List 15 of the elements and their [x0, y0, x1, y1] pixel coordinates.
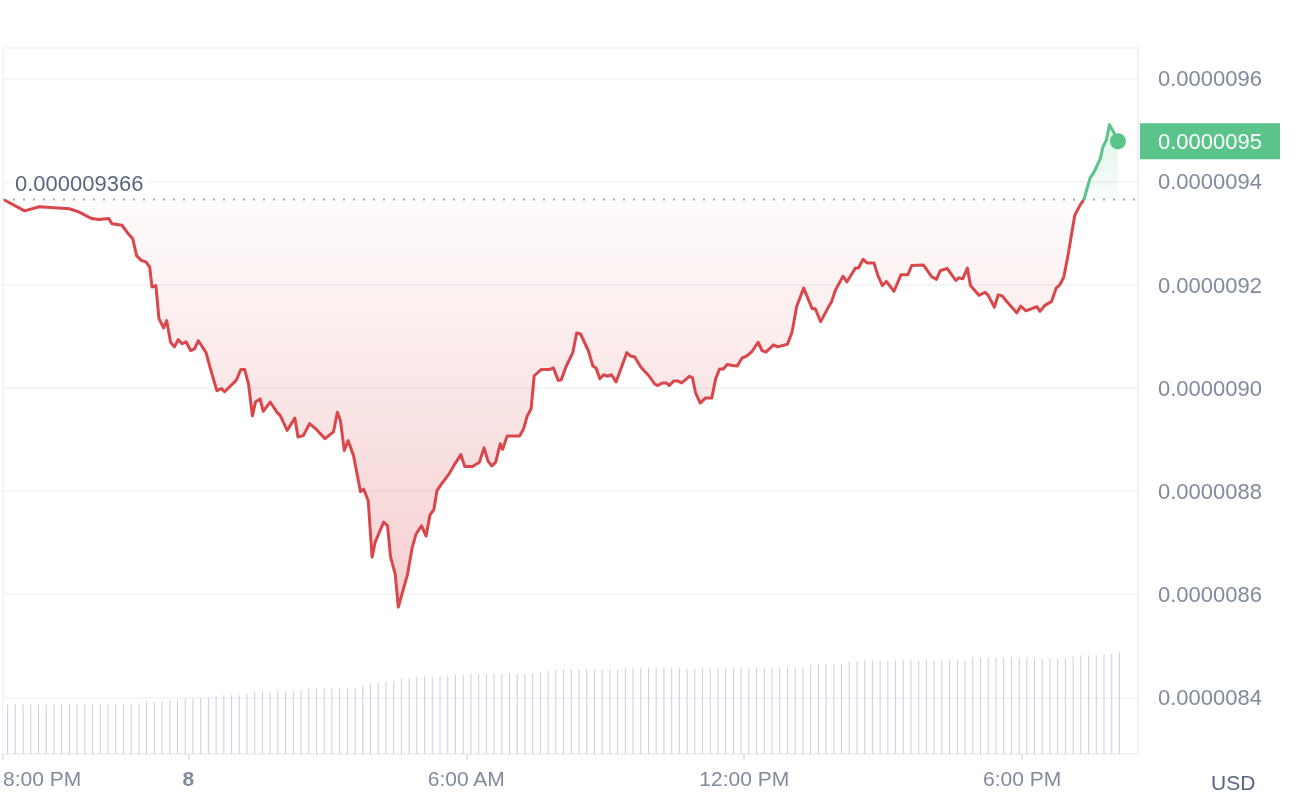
x-tick-label: 6:00 PM [983, 767, 1062, 790]
ref-line-label: 0.000009366 [15, 171, 144, 197]
y-tick-label: 0.0000086 [1158, 581, 1262, 607]
y-axis-title: USD [1211, 771, 1256, 794]
y-tick-label: 0.0000090 [1158, 375, 1262, 401]
y-tick-label: 0.0000094 [1158, 169, 1262, 195]
x-tick-label: 8:00 PM [3, 767, 82, 790]
y-tick-label: 0.0000084 [1158, 684, 1262, 710]
annotation: 0.0000095 [1158, 128, 1262, 154]
y-tick-label: 0.0000088 [1158, 478, 1262, 504]
x-tick-label: 8 [182, 767, 195, 790]
x-tick-label: 12:00 PM [699, 767, 790, 790]
x-tick-label: 6:00 AM [427, 767, 505, 790]
y-tick-label: 0.0000096 [1158, 66, 1262, 92]
y-tick-label: 0.0000092 [1158, 272, 1262, 298]
